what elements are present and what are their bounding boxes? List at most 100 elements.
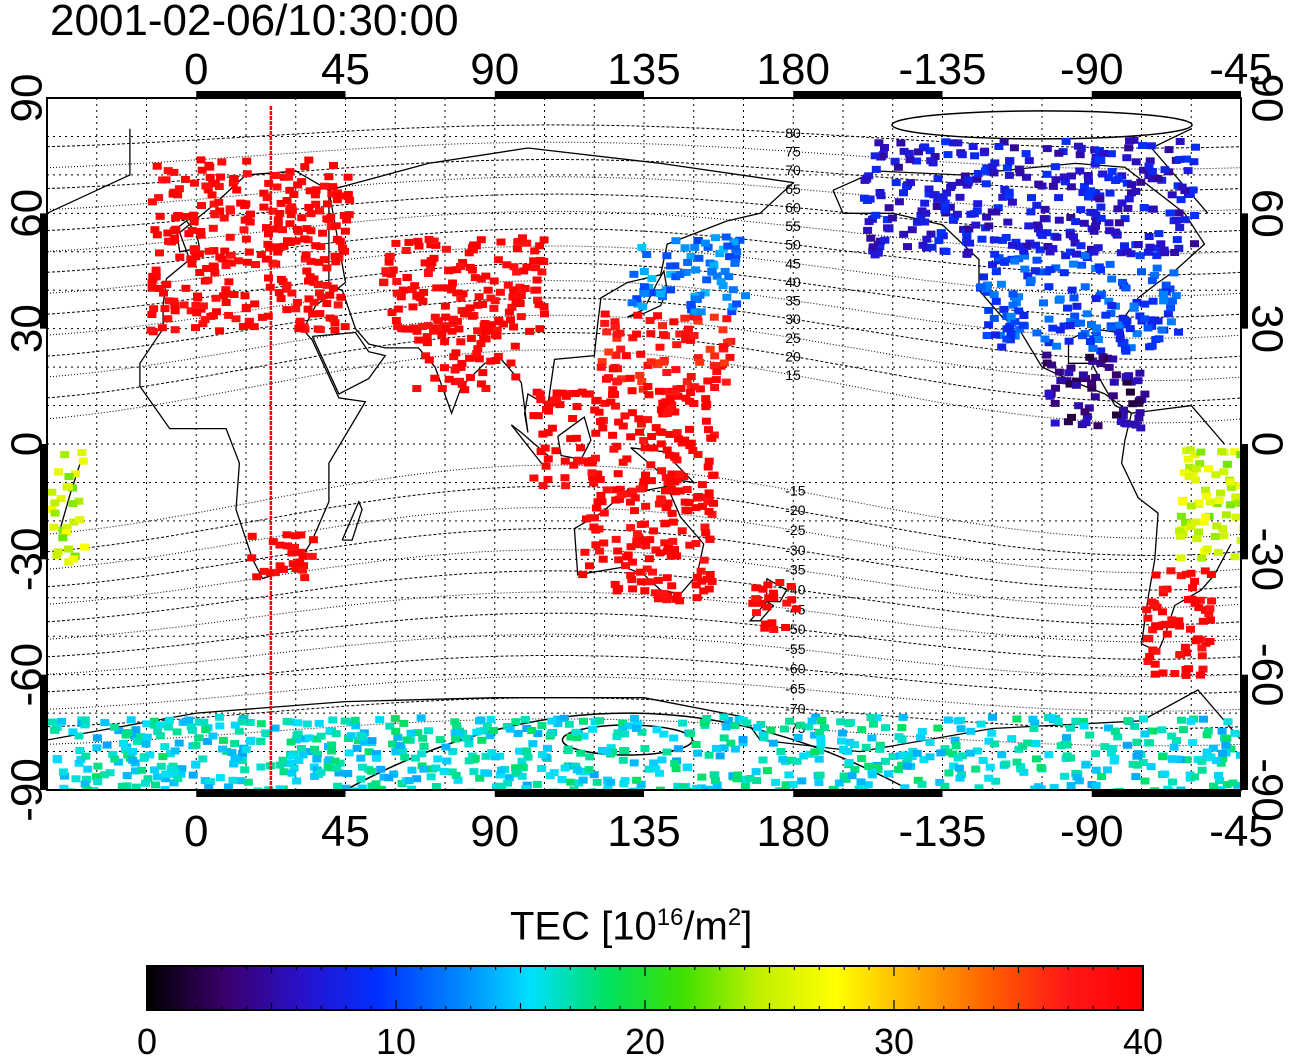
tec-cell-antarctic-coast <box>1202 731 1212 739</box>
tec-cell-antarctic-coast <box>839 772 849 780</box>
tec-cell-europe <box>170 326 180 334</box>
tec-cell-antarctic-coast <box>900 784 910 790</box>
tec-cell-patagonia <box>1200 567 1210 575</box>
tec-cell-patagonia <box>1151 622 1161 630</box>
tec-cell-east-asia-south <box>672 341 682 349</box>
tec-cell-east-asia-south <box>662 369 672 376</box>
tec-cell-europe <box>314 258 324 266</box>
tec-cell-southeast-asia <box>570 390 580 397</box>
mag-lat-contour <box>47 591 1241 643</box>
tec-cell-central-america <box>1111 371 1121 379</box>
tec-cell-antarctic-coast <box>1047 714 1057 722</box>
tec-cell-south-asia <box>412 327 422 335</box>
tec-cell-north-america <box>1126 344 1136 352</box>
tec-cell-canada <box>1148 205 1158 213</box>
tec-cell-australia <box>704 585 714 593</box>
tec-cell-antarctic-coast <box>1132 752 1142 760</box>
tec-cell-australia <box>611 486 621 494</box>
tec-cell-east-asia-north <box>709 262 719 270</box>
tec-cell-antarctic-coast <box>572 766 582 774</box>
tec-cell-south-america-east <box>1194 499 1204 507</box>
tec-cell-antarctic-coast <box>1066 724 1075 732</box>
tec-cell-antarctic-coast <box>194 718 204 726</box>
tec-cell-antarctic-coast <box>1062 752 1072 760</box>
tec-cell-antarctic-coast <box>943 716 953 724</box>
tec-cell-australia <box>614 585 624 593</box>
tec-cell-antarctic-coast <box>367 782 377 790</box>
tec-cell-north-america <box>1091 295 1101 303</box>
tec-cell-europe <box>219 292 228 300</box>
tec-cell-canada <box>876 192 886 200</box>
tec-cell-east-asia-north <box>690 308 700 316</box>
tec-cell-canada <box>914 148 923 156</box>
tec-cell-europe <box>331 222 341 230</box>
tec-cell-patagonia <box>1206 571 1216 578</box>
tec-cell-antarctic-coast <box>1016 765 1026 773</box>
tec-cell-antarctic-coast <box>985 763 995 771</box>
tec-cell-central-america <box>1121 373 1131 381</box>
tec-cell-canada <box>1065 248 1075 256</box>
tec-cell-north-america <box>1020 252 1030 260</box>
tec-cell-antarctic-coast <box>1163 785 1173 790</box>
tec-cell-north-america <box>1078 332 1087 340</box>
tec-cell-europe <box>161 281 171 289</box>
tec-cell-australia <box>596 491 606 499</box>
tec-cell-antarctic-coast <box>569 786 579 790</box>
contour-label: 50 <box>785 237 801 253</box>
tec-cell-southeast-asia <box>639 437 649 445</box>
tec-cell-antarctic-coast <box>156 721 166 729</box>
tec-cell-europe <box>325 291 335 299</box>
tec-cell-antarctic-coast <box>391 747 401 755</box>
tec-cell-antarctic-coast <box>805 750 815 758</box>
tec-cell-central-america <box>1063 418 1073 426</box>
tec-cell-australia <box>630 494 640 502</box>
tec-cell-north-america <box>1107 302 1117 310</box>
tec-cell-southern-africa <box>298 566 308 574</box>
contour-label: 15 <box>785 367 801 383</box>
tec-cell-antarctic-coast <box>797 777 807 785</box>
contour-label: 75 <box>785 144 801 160</box>
tec-cell-patagonia <box>1205 638 1215 645</box>
frame-segment <box>1241 674 1248 790</box>
tec-cell-canada <box>1014 242 1024 250</box>
tec-cell-canada <box>1122 248 1132 256</box>
tec-cell-south-asia <box>479 335 489 343</box>
tec-cell-antarctic-coast <box>686 787 696 790</box>
tec-cell-antarctic-coast <box>620 730 630 738</box>
tec-cell-canada <box>1075 151 1085 159</box>
tec-cell-antarctic-coast <box>246 736 256 744</box>
x-tick-label-top: -45 <box>1209 45 1273 94</box>
tec-cell-antarctic-coast <box>218 745 228 753</box>
tec-cell-canada <box>1104 219 1114 227</box>
tec-cell-europe <box>308 310 318 318</box>
tec-cell-south-america-east <box>1194 528 1203 536</box>
y-tick-label-left: 90 <box>3 74 52 123</box>
tec-cell-east-asia-north <box>639 283 649 291</box>
tec-cell-central-asia <box>379 279 389 287</box>
tec-cell-southeast-asia <box>655 387 664 395</box>
tec-cell-south-asia <box>422 339 432 347</box>
tec-cell-southeast-asia <box>560 457 570 465</box>
tec-cell-antarctic-coast <box>109 723 119 731</box>
tec-cell-antarctic-coast <box>351 722 361 730</box>
tec-cell-southeast-asia <box>660 387 670 395</box>
tec-cell-europe <box>205 173 215 181</box>
contour-label: -65 <box>785 681 805 697</box>
tec-cell-europe <box>226 251 236 259</box>
contour-label: -15 <box>785 482 805 498</box>
tec-cell-east-asia-south <box>651 359 661 367</box>
tec-cell-europe <box>273 216 283 224</box>
tec-cell-antarctic-coast <box>521 785 531 790</box>
tec-cell-east-asia-north <box>721 233 731 241</box>
tec-cell-central-america <box>1081 375 1091 383</box>
tec-cell-southern-africa <box>268 538 278 546</box>
tec-cell-patagonia <box>1198 665 1208 673</box>
tec-cell-north-america <box>1161 281 1171 289</box>
tec-cell-antarctic-coast <box>564 720 574 728</box>
tec-cell-antarctic-coast <box>988 713 997 721</box>
y-tick-label-right: -90 <box>1242 758 1291 822</box>
tec-cell-antarctic-coast <box>120 746 130 754</box>
tec-cell-antarctic-coast <box>198 755 208 763</box>
tec-cell-south-asia <box>424 356 434 364</box>
tec-cell-antarctic-coast <box>678 719 688 727</box>
